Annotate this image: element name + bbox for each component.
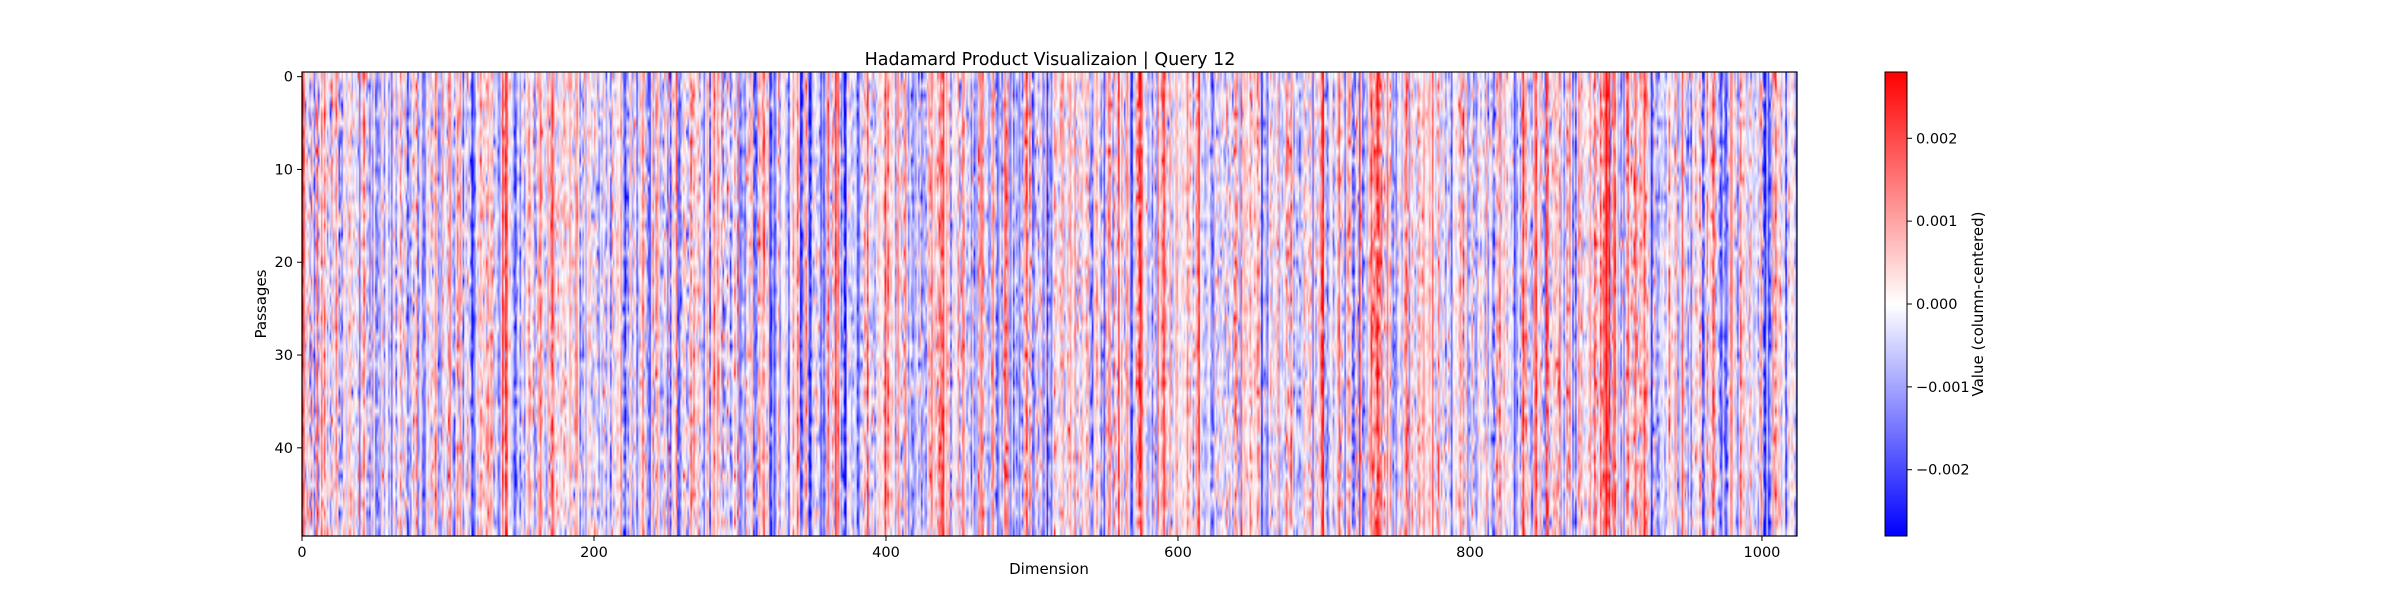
y-tick-label: 40: [275, 441, 293, 457]
x-tick-label: 800: [1456, 545, 1484, 561]
y-tick-label: 10: [275, 162, 293, 178]
x-tick-label: 0: [297, 545, 306, 561]
colorbar-tick-label: −0.001: [1916, 380, 1970, 396]
colorbar: −0.002 −0.001 0.000 0.001 0.002 Value (colum…: [1884, 71, 1987, 537]
colorbar-label: Value (column-centered): [1969, 212, 1987, 397]
x-axis-label: Dimension: [1009, 560, 1089, 578]
x-tick-label: 400: [872, 545, 900, 561]
y-axis: 0 10 20 30 40: [275, 70, 302, 457]
colorbar-gradient: [1885, 72, 1907, 536]
colorbar-tick-label: 0.002: [1916, 131, 1958, 147]
x-tick-label: 200: [580, 545, 608, 561]
heatmap-plot: 0 200 400 600 800 1000 0 10 20 30 40: [275, 70, 1798, 561]
chart-title: Hadamard Product Visualizaion | Query 12: [865, 50, 1236, 70]
plot-frame: [301, 71, 1798, 537]
y-tick-label: 20: [275, 255, 293, 271]
x-axis: 0 200 400 600 800 1000: [297, 536, 1780, 561]
y-tick-label: 0: [284, 70, 293, 86]
x-tick-label: 1000: [1744, 545, 1781, 561]
y-axis-label: Passages: [252, 269, 270, 338]
colorbar-tick-label: −0.002: [1916, 463, 1970, 479]
colorbar-tick-label: 0.001: [1916, 214, 1958, 230]
y-tick-label: 30: [275, 348, 293, 364]
colorbar-axis: −0.002 −0.001 0.000 0.001 0.002: [1907, 131, 1970, 479]
heatmap-image: [302, 72, 1797, 536]
colorbar-tick-label: 0.000: [1916, 297, 1958, 313]
x-tick-label: 600: [1164, 545, 1192, 561]
